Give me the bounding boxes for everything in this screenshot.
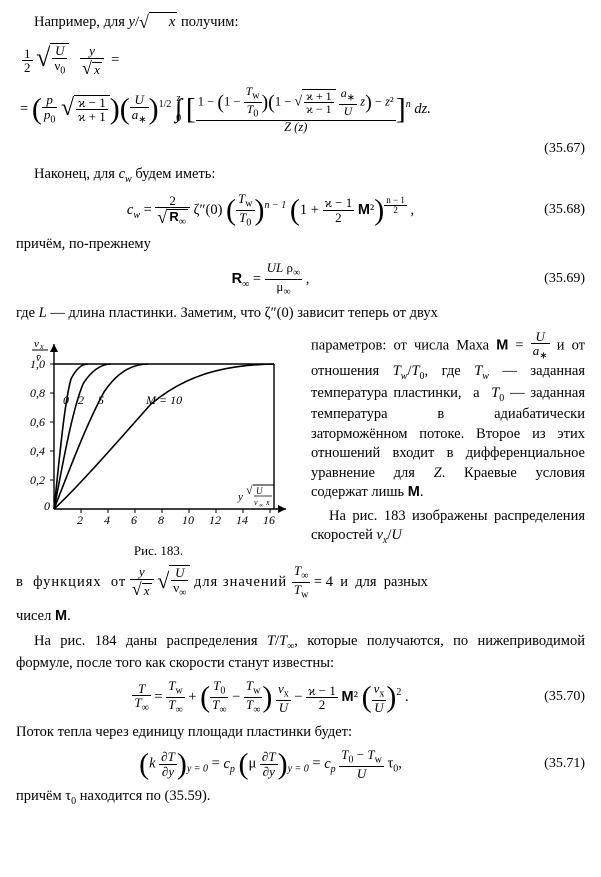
- svg-text:6: 6: [131, 513, 137, 527]
- svg-text:ν: ν: [254, 498, 258, 507]
- svg-text:M = 10: M = 10: [145, 393, 182, 407]
- svg-text:4: 4: [104, 513, 110, 527]
- text-where-L: где L — длина пластинки. Заметим, что ζ″…: [16, 304, 585, 324]
- svg-text:0,4: 0,4: [30, 444, 45, 458]
- figure-183-svg: 1,0 0,8 0,6 0,4 0,2 0 2 4 6 8 10 12 14 1…: [16, 334, 301, 534]
- svg-text:0: 0: [44, 499, 50, 513]
- equation-35-70: TT∞ = TwT∞ + (T0T∞ − TwT∞) vxU − ϰ − 12 …: [16, 679, 585, 716]
- text-fig184: На рис. 184 даны распределения T/T∞, кот…: [16, 632, 585, 673]
- text-numbers-M: чисел M.: [16, 607, 585, 627]
- svg-text:5: 5: [98, 393, 104, 407]
- text-in-functions: в функциях от y√x √ Uν∞ для значений T∞T…: [16, 564, 585, 601]
- svg-text:16: 16: [263, 513, 275, 527]
- svg-text:12: 12: [209, 513, 221, 527]
- svg-text:y: y: [237, 491, 243, 503]
- equation-35-71: (k ∂T∂y)y = 0 = cp (μ ∂T∂y)y = 0 = cp T0…: [16, 748, 585, 781]
- equation-35-68: cw = 2√R∞ ζ″(0) (TwT0)n − 1 (1 + ϰ − 12 …: [16, 192, 585, 229]
- text-intro-1: Например, для y/√x получим:: [16, 10, 585, 34]
- svg-text:0,8: 0,8: [30, 386, 45, 400]
- svg-text:v: v: [34, 338, 39, 350]
- text-heatflow: Поток тепла через единицу площади пласти…: [16, 723, 585, 743]
- svg-text:0: 0: [63, 393, 69, 407]
- svg-text:∞: ∞: [259, 503, 264, 509]
- figure-183: 1,0 0,8 0,6 0,4 0,2 0 2 4 6 8 10 12 14 1…: [16, 334, 301, 560]
- svg-text:v̄: v̄: [36, 352, 41, 364]
- svg-text:2: 2: [77, 513, 83, 527]
- equation-35-69: R∞ = UL ρ∞μ∞ , (35.69): [16, 261, 585, 298]
- svg-text:0,6: 0,6: [30, 415, 45, 429]
- text-intro-2: Наконец, для cw будем иметь:: [16, 165, 585, 186]
- svg-text:0,2: 0,2: [30, 473, 45, 487]
- svg-text:U: U: [256, 486, 263, 496]
- svg-text:14: 14: [236, 513, 248, 527]
- text-final: причём τ0 находится по (35.59).: [16, 787, 585, 808]
- svg-text:2: 2: [78, 393, 84, 407]
- svg-text:x: x: [265, 498, 270, 507]
- text-prichem: причём, по-прежнему: [16, 235, 585, 255]
- svg-text:10: 10: [182, 513, 194, 527]
- svg-text:8: 8: [158, 513, 164, 527]
- equation-number-35-67: (35.67): [16, 140, 585, 159]
- equation-35-67-rhs: = (pp0 √ ϰ − 1ϰ + 1 )(Ua∗)1/2 z∫0 [ 1 − …: [16, 85, 585, 134]
- figure-183-caption: Рис. 183.: [16, 542, 301, 560]
- svg-text:√: √: [246, 483, 253, 497]
- equation-35-67-lhs: 12 √ Uν0 y√x =: [16, 40, 585, 79]
